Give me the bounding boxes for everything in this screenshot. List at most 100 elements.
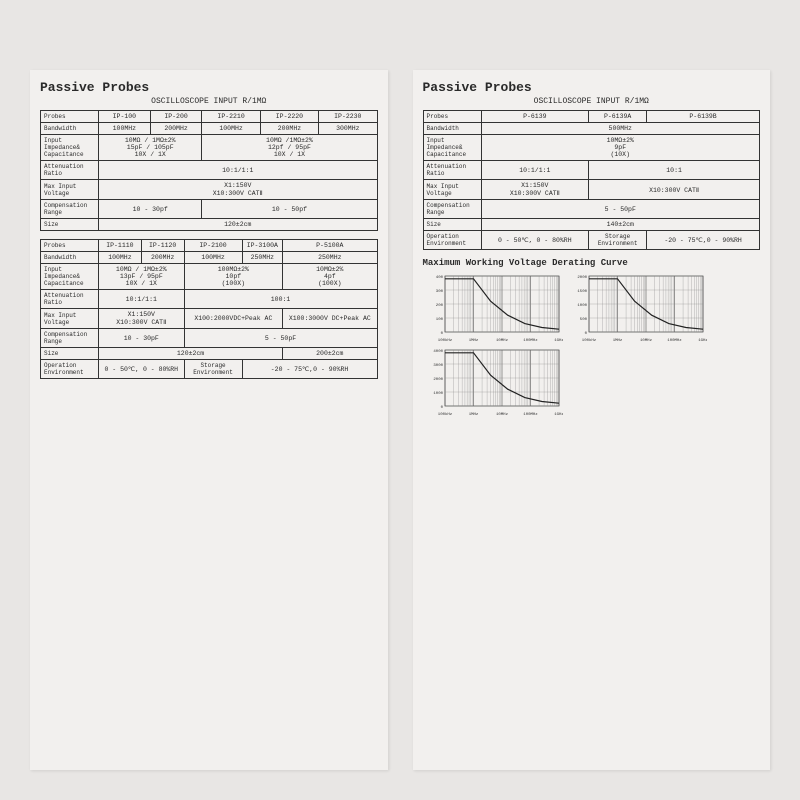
cell: 200±2cm bbox=[283, 348, 377, 360]
svg-text:100kHz: 100kHz bbox=[437, 338, 452, 342]
row-header: Max Input Voltage bbox=[423, 180, 481, 200]
row-header: Bandwidth bbox=[423, 123, 481, 135]
col-header: IP-2210 bbox=[202, 111, 260, 123]
svg-text:100MHz: 100MHz bbox=[667, 339, 682, 342]
spec-table-2: Probes IP-1110 IP-1120 IP-2100 IP-3100A … bbox=[40, 239, 378, 379]
svg-text:0: 0 bbox=[440, 406, 443, 410]
col-header: IP-3100A bbox=[242, 240, 283, 252]
cell: 10MΩ±2% 9pF (10X) bbox=[481, 135, 760, 161]
cell: 0 - 50℃, 0 - 80%RH bbox=[481, 231, 589, 250]
cell: 10MΩ / 1MΩ±2% 13pF / 95pF 10X / 1X bbox=[99, 264, 185, 290]
col-header: IP-2230 bbox=[319, 111, 377, 123]
spec-table-3: Probes P-6139 P-6139A P-6139B Bandwidth … bbox=[423, 110, 761, 250]
cell: 100:1 bbox=[184, 290, 377, 309]
cell: 200MHz bbox=[260, 123, 318, 135]
cell: 120±2cm bbox=[99, 219, 378, 231]
cell: 10:1/1:1 bbox=[99, 290, 185, 309]
row-header: Size bbox=[41, 348, 99, 360]
svg-text:2000: 2000 bbox=[433, 378, 443, 382]
cell: 10 - 30pf bbox=[99, 200, 202, 219]
cell: 5 - 50pF bbox=[184, 329, 377, 348]
row-header: Attenuation Ratio bbox=[41, 290, 99, 309]
svg-text:1GHz: 1GHz bbox=[554, 413, 563, 416]
svg-text:400: 400 bbox=[435, 276, 443, 280]
row-header: Probes bbox=[41, 240, 99, 252]
spec-table-1: Probes IP-100 IP-200 IP-2210 IP-2220 IP-… bbox=[40, 110, 378, 231]
svg-text:100MHz: 100MHz bbox=[523, 413, 538, 416]
svg-text:100MHz: 100MHz bbox=[523, 339, 538, 342]
cell: 100MHz bbox=[99, 123, 151, 135]
svg-text:500: 500 bbox=[579, 318, 587, 322]
row-header: Storage Environment bbox=[589, 231, 647, 250]
col-header: IP-1120 bbox=[141, 240, 184, 252]
cell: X10:300V CATⅡ bbox=[589, 180, 760, 200]
svg-text:1GHz: 1GHz bbox=[554, 339, 563, 342]
cell: 100MHz bbox=[202, 123, 260, 135]
derating-chart-2: 100kHz 1MHz 10MHz 100MHz 1GHz 0 500 1000 1500 200… bbox=[567, 272, 707, 342]
svg-text:10MHz: 10MHz bbox=[639, 339, 652, 342]
cell: 100MΩ±2% 10pf (100X) bbox=[184, 264, 283, 290]
svg-text:4000: 4000 bbox=[433, 350, 443, 354]
row-header: Operation Environment bbox=[41, 360, 99, 379]
col-header: IP-200 bbox=[150, 111, 202, 123]
svg-text:1GHz: 1GHz bbox=[698, 339, 707, 342]
cell: X1:150V X10:300V CATⅡ bbox=[99, 309, 185, 329]
col-header: IP-2100 bbox=[184, 240, 242, 252]
svg-text:300: 300 bbox=[435, 290, 443, 294]
cell: 0 - 50℃, 0 - 80%RH bbox=[99, 360, 185, 379]
col-header: P-5100A bbox=[283, 240, 377, 252]
svg-text:1MHz: 1MHz bbox=[468, 413, 478, 416]
svg-text:0: 0 bbox=[440, 332, 443, 336]
svg-text:3000: 3000 bbox=[433, 364, 443, 368]
cell: 100MHz bbox=[99, 252, 142, 264]
row-header: Operation Environment bbox=[423, 231, 481, 250]
svg-text:1MHz: 1MHz bbox=[468, 339, 478, 342]
row-header: Max Input Voltage bbox=[41, 180, 99, 200]
row-header: Bandwidth bbox=[41, 252, 99, 264]
svg-text:10MHz: 10MHz bbox=[495, 339, 508, 342]
svg-text:0: 0 bbox=[584, 332, 587, 336]
cell: X1:150V X10:300V CATⅡ bbox=[99, 180, 378, 200]
svg-text:1MHz: 1MHz bbox=[612, 339, 622, 342]
cell: 120±2cm bbox=[99, 348, 283, 360]
left-page: Passive Probes OSCILLOSCOPE INPUT R/1MΩ … bbox=[30, 70, 388, 770]
row-header: Storage Environment bbox=[184, 360, 242, 379]
svg-text:1000: 1000 bbox=[433, 392, 443, 396]
page-title: Passive Probes bbox=[40, 80, 378, 95]
row-header: Compensation Range bbox=[41, 200, 99, 219]
row-header: Attenuation Ratio bbox=[41, 161, 99, 180]
col-header: P-6139B bbox=[647, 111, 760, 123]
col-header: IP-2220 bbox=[260, 111, 318, 123]
cell: 100MHz bbox=[184, 252, 242, 264]
col-header: P-6139A bbox=[589, 111, 647, 123]
cell: 140±2cm bbox=[481, 219, 760, 231]
derating-chart-3: 100kHz1MHz10MHz100MHz1GHz010002000300040… bbox=[423, 346, 563, 416]
svg-text:2000: 2000 bbox=[577, 276, 587, 280]
col-header: IP-1110 bbox=[99, 240, 142, 252]
row-header: Compensation Range bbox=[423, 200, 481, 219]
svg-text:1500: 1500 bbox=[577, 290, 587, 294]
svg-text:10MHz: 10MHz bbox=[495, 413, 508, 416]
cell: -20 - 75℃,0 - 90%RH bbox=[242, 360, 377, 379]
page-subtitle: OSCILLOSCOPE INPUT R/1MΩ bbox=[40, 97, 378, 106]
svg-text:100kHz: 100kHz bbox=[581, 338, 596, 342]
cell: X100:2000VDC+Peak AC bbox=[184, 309, 283, 329]
cell: 250MHz bbox=[242, 252, 283, 264]
col-header: P-6139 bbox=[481, 111, 589, 123]
cell: 10 - 30pF bbox=[99, 329, 185, 348]
cell: X1:150V X10:300V CATⅡ bbox=[481, 180, 589, 200]
row-header: Size bbox=[423, 219, 481, 231]
cell: 10MΩ±2% 4pf (100X) bbox=[283, 264, 377, 290]
cell: 300MHz bbox=[319, 123, 377, 135]
cell: 200MHz bbox=[150, 123, 202, 135]
row-header: Probes bbox=[423, 111, 481, 123]
page-title: Passive Probes bbox=[423, 80, 761, 95]
charts-container: 100kHz1MHz10MHz100MHz1GHz0100200300400 1… bbox=[423, 272, 761, 416]
cell: 250MHz bbox=[283, 252, 377, 264]
cell: -20 - 75℃,0 - 90%RH bbox=[647, 231, 760, 250]
cell: 10MΩ /1MΩ±2% 12pf / 95pF 10X / 1X bbox=[202, 135, 377, 161]
svg-text:1000: 1000 bbox=[577, 304, 587, 308]
cell: 5 - 50pF bbox=[481, 200, 760, 219]
row-header: Input Impedance& Capacitance bbox=[41, 135, 99, 161]
row-header: Input Impedance& Capacitance bbox=[423, 135, 481, 161]
